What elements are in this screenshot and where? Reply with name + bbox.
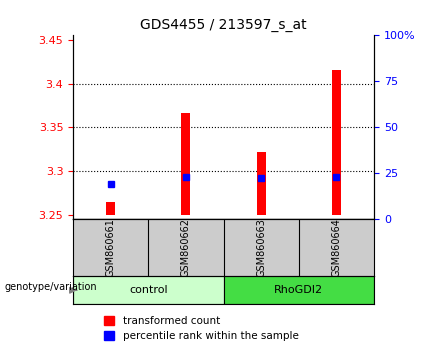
Text: GSM860663: GSM860663: [256, 218, 266, 277]
Text: genotype/variation: genotype/variation: [4, 282, 97, 292]
Text: GSM860664: GSM860664: [332, 218, 341, 277]
Legend: transformed count, percentile rank within the sample: transformed count, percentile rank withi…: [100, 312, 303, 345]
Text: GSM860661: GSM860661: [106, 218, 116, 277]
Bar: [224, 276, 374, 304]
Bar: [181, 113, 190, 215]
Bar: [257, 152, 266, 215]
Title: GDS4455 / 213597_s_at: GDS4455 / 213597_s_at: [140, 18, 307, 32]
Text: control: control: [129, 285, 168, 295]
Bar: [73, 276, 224, 304]
Text: GSM860662: GSM860662: [181, 218, 191, 277]
Text: RhoGDI2: RhoGDI2: [274, 285, 323, 295]
Bar: [332, 70, 341, 215]
Bar: [106, 202, 115, 215]
